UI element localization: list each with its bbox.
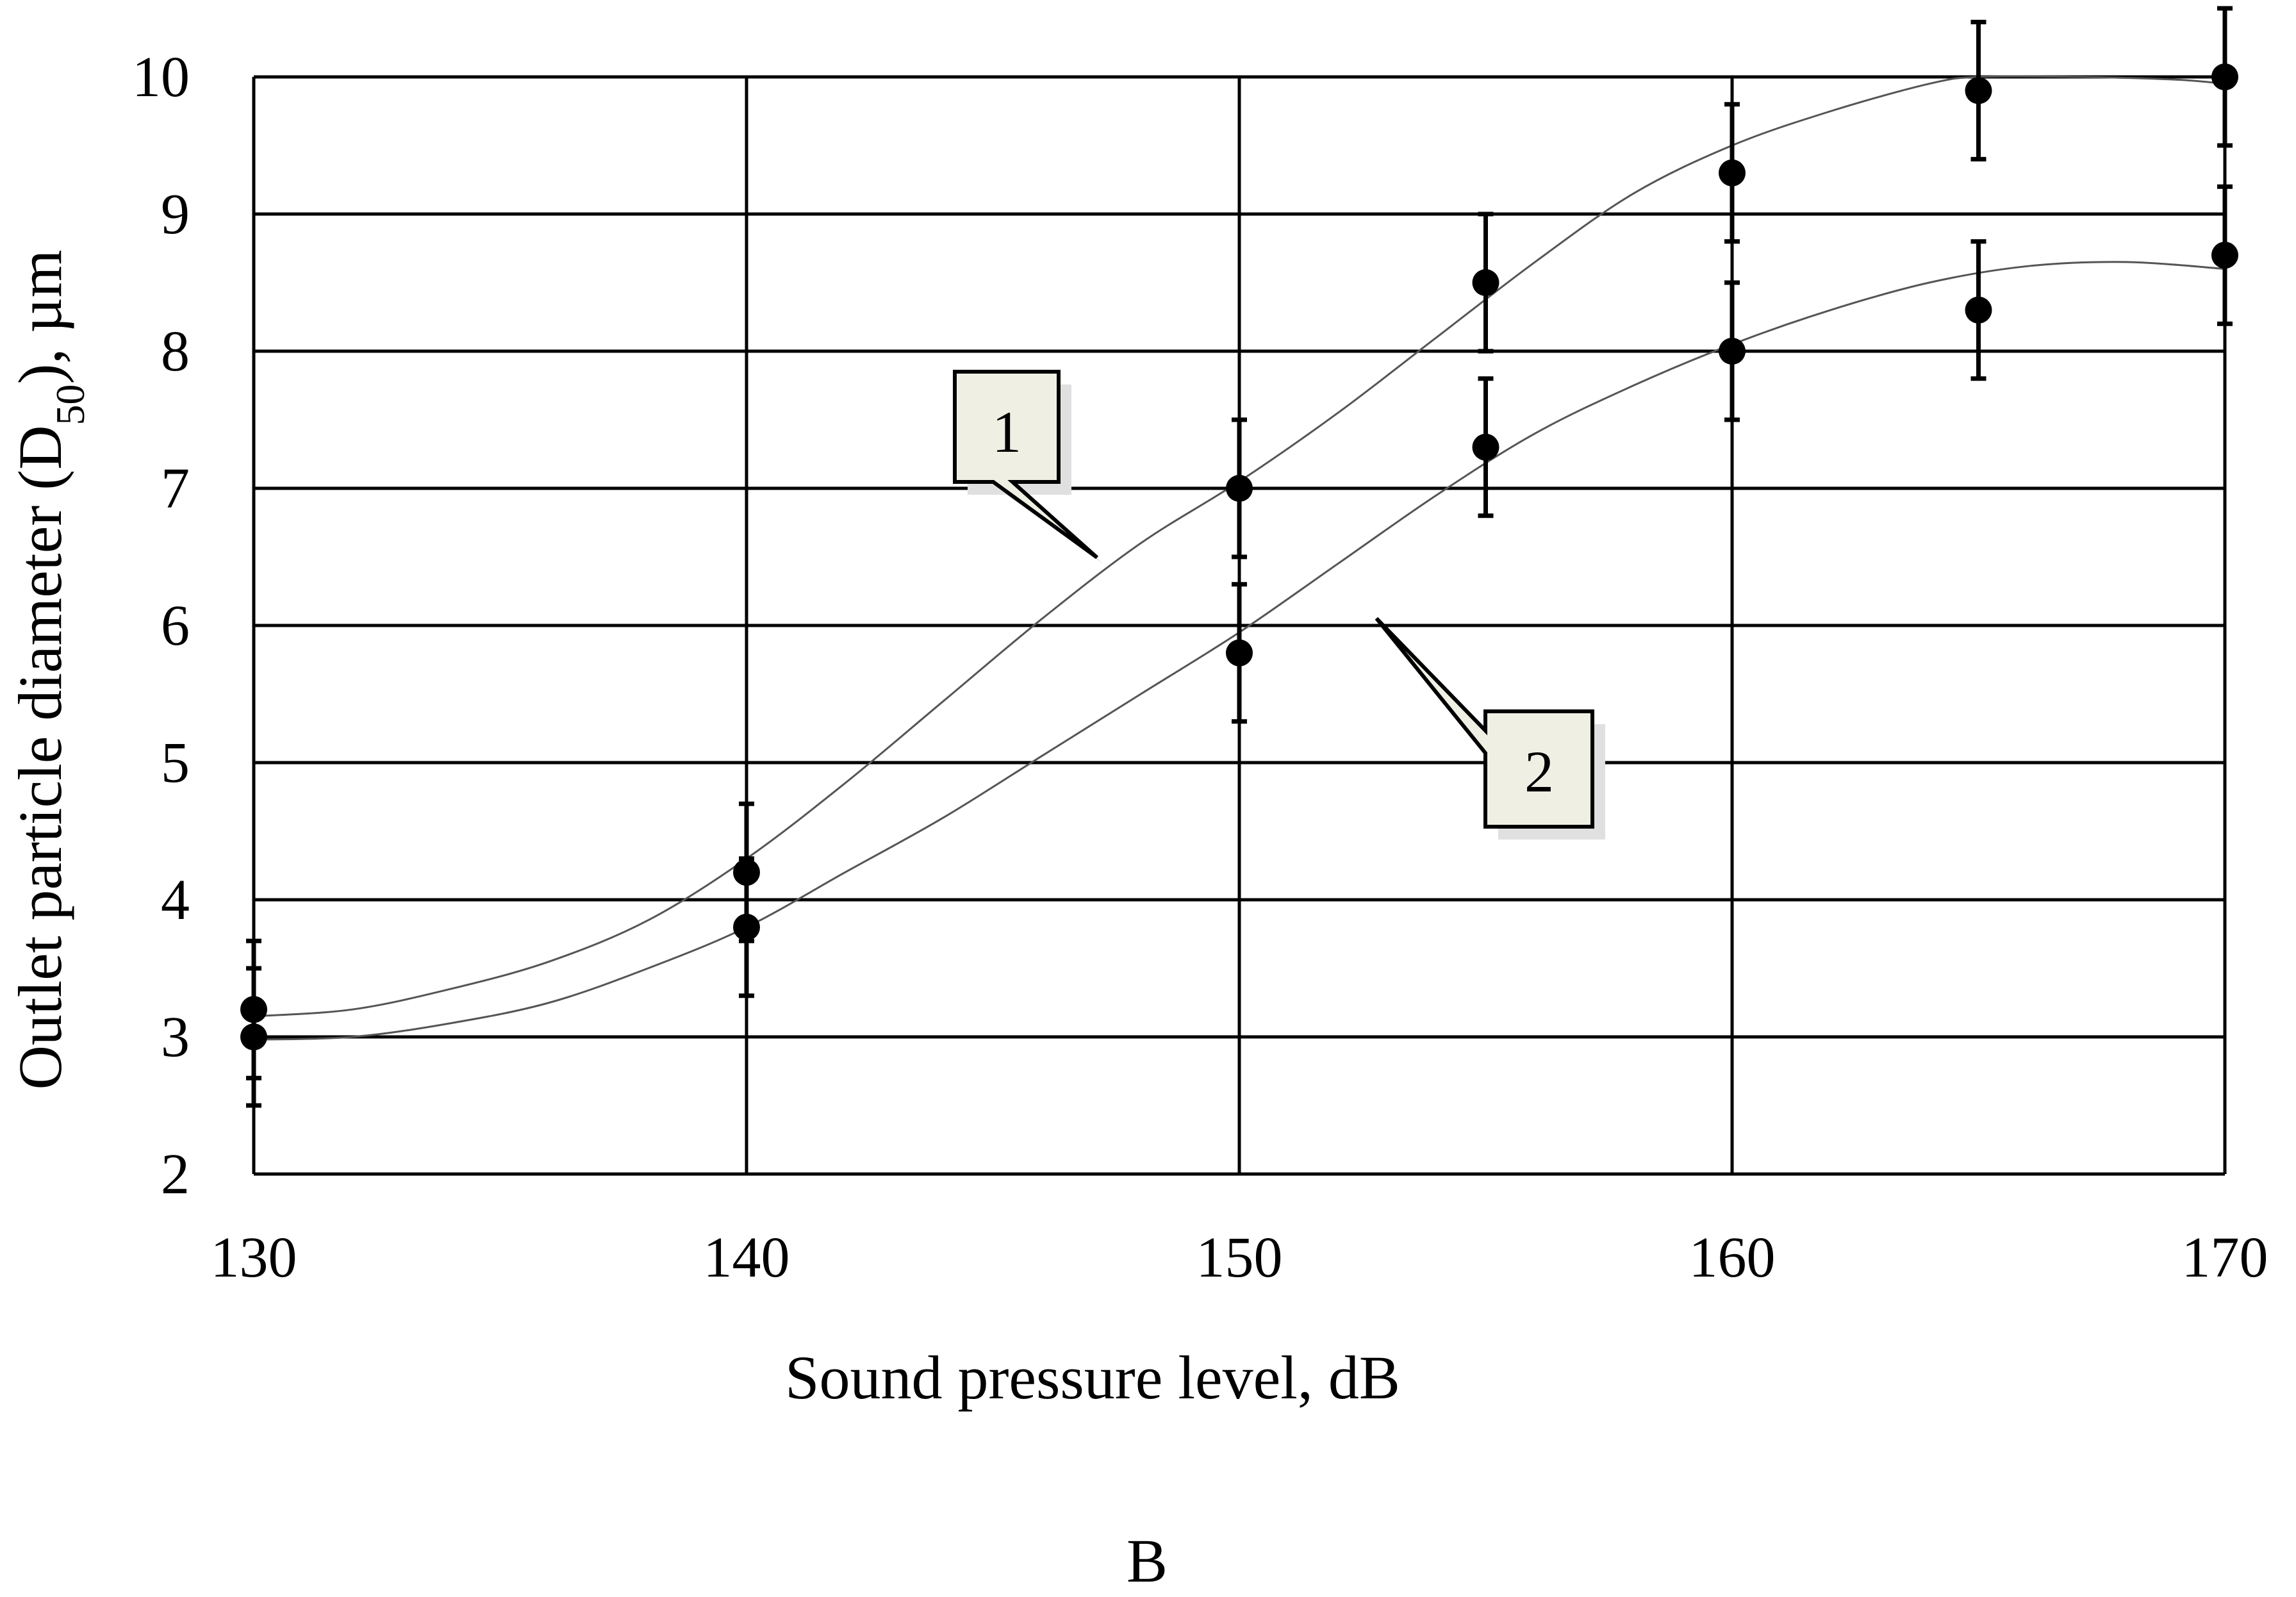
callout-2-label: 2 (1524, 739, 1554, 804)
x-tick-label: 130 (211, 1226, 297, 1289)
y-tick-label: 9 (161, 183, 190, 246)
y-tick-labels: 2 3 4 5 6 7 8 9 10 (132, 46, 190, 1206)
callout-1: 1 (953, 370, 1103, 564)
data-point-series-2 (733, 913, 760, 941)
data-point-series-1 (2211, 63, 2238, 90)
data-point-series-2 (1472, 433, 1499, 461)
y-tick-label: 5 (161, 731, 190, 795)
data-point-series-1 (1472, 269, 1499, 296)
y-axis-label-subscript: 50 (47, 385, 93, 426)
y-axis-label: Outlet particle diameter (D50), µm (6, 250, 93, 1090)
callout-2: 2 (1375, 616, 1605, 840)
y-axis-label-suffix: ), µm (6, 250, 74, 385)
x-tick-label: 160 (1689, 1226, 1776, 1289)
data-point-series-2 (240, 1023, 267, 1050)
x-tick-label: 140 (704, 1226, 790, 1289)
data-point-series-1 (1719, 159, 1746, 186)
x-tick-labels: 130 140 150 160 170 (211, 1226, 2268, 1289)
fit-curve-1 (253, 75, 2226, 1018)
data-points (240, 63, 2238, 1050)
y-tick-label: 8 (161, 320, 190, 383)
x-tick-label: 150 (1196, 1226, 1283, 1289)
data-point-series-2 (1226, 639, 1253, 666)
y-tick-label: 7 (161, 457, 190, 520)
data-point-series-1 (1226, 475, 1253, 502)
callout-1-label: 1 (992, 399, 1021, 465)
y-tick-label: 3 (161, 1005, 190, 1069)
y-tick-label: 6 (161, 594, 190, 658)
y-tick-label: 10 (132, 46, 190, 109)
y-tick-label: 2 (161, 1143, 190, 1206)
y-tick-label: 4 (161, 868, 190, 932)
y-axis-label-prefix: Outlet particle diameter (D (6, 426, 74, 1090)
x-tick-label: 170 (2182, 1226, 2268, 1289)
panel-label: B (1127, 1527, 1168, 1595)
x-axis-label: Sound pressure level, dB (785, 1343, 1400, 1412)
data-point-series-2 (1965, 296, 1992, 324)
data-point-series-1 (1965, 77, 1992, 104)
data-point-series-1 (240, 996, 267, 1023)
data-point-series-2 (2211, 242, 2238, 269)
data-point-series-2 (1719, 338, 1746, 365)
data-point-series-1 (733, 859, 760, 886)
